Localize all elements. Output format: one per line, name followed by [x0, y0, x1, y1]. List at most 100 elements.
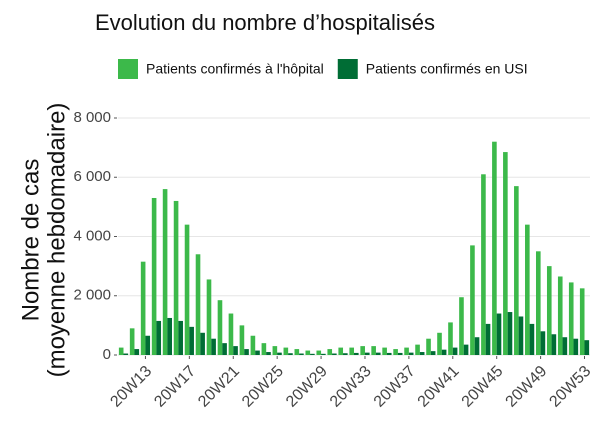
bar	[167, 317, 173, 355]
legend-item: Patients confirmés en USI	[337, 59, 528, 79]
bar	[294, 349, 300, 355]
bar	[239, 325, 245, 355]
bar	[470, 245, 475, 355]
bar	[233, 346, 238, 355]
bar	[535, 251, 541, 355]
bar	[195, 254, 201, 355]
bar	[393, 349, 398, 355]
bar	[211, 338, 216, 355]
bar	[573, 338, 579, 355]
bar	[145, 335, 151, 355]
bar	[459, 297, 464, 355]
bar	[584, 340, 590, 355]
bar	[437, 332, 442, 355]
bar	[397, 352, 403, 355]
bar	[261, 343, 267, 355]
bar	[546, 266, 552, 355]
bar	[386, 352, 392, 355]
bar	[371, 346, 376, 355]
bar	[156, 320, 162, 355]
y-tick-label: 2 000	[73, 287, 111, 304]
x-tick-label: 20W37	[371, 363, 419, 411]
y-tick-label: 4 000	[73, 227, 111, 244]
bar	[343, 353, 348, 355]
bar	[228, 313, 234, 355]
bar	[492, 141, 497, 355]
legend-item: Patients confirmés à l'hôpital	[118, 59, 324, 79]
bar	[529, 323, 535, 355]
bar	[283, 347, 289, 355]
chart-title: Evolution du nombre d’hospitalisés	[95, 10, 435, 35]
bar	[266, 352, 271, 355]
bar	[481, 174, 486, 355]
bar	[408, 352, 414, 355]
bar	[441, 349, 447, 355]
bar	[255, 350, 260, 355]
y-tick-label: 0	[103, 346, 111, 363]
x-tick-label: 20W17	[151, 363, 199, 411]
bar	[404, 347, 409, 355]
bar	[514, 186, 519, 355]
bar	[288, 353, 293, 355]
legend-label: Patients confirmés à l'hôpital	[146, 61, 324, 77]
y-label-line: Nombre de cas	[17, 159, 44, 322]
bar	[321, 353, 326, 355]
bar	[551, 334, 557, 355]
x-tick-label: 20W13	[107, 363, 155, 411]
bar	[299, 353, 304, 355]
bar	[579, 288, 585, 355]
bar	[118, 347, 124, 355]
bar	[332, 353, 337, 355]
bar	[151, 197, 157, 355]
bar	[448, 322, 453, 355]
bar	[162, 189, 168, 355]
bar	[349, 347, 354, 355]
bar	[173, 200, 179, 355]
bar	[184, 224, 190, 355]
bar	[129, 328, 135, 355]
y-axis-title: Nombre de cas (moyenne hebdomadaire)	[17, 103, 70, 378]
bar	[496, 313, 502, 355]
bar	[338, 347, 344, 355]
bar	[277, 352, 282, 355]
bar	[375, 352, 381, 355]
bar	[200, 332, 205, 355]
bar	[382, 347, 387, 355]
bar	[463, 344, 469, 355]
bar	[360, 346, 365, 355]
bar	[364, 352, 370, 355]
bar	[206, 279, 212, 355]
bar	[503, 152, 508, 355]
x-tick-label: 20W45	[459, 363, 507, 411]
bar	[415, 344, 420, 355]
bar	[562, 337, 568, 355]
bar	[222, 343, 227, 355]
bar	[217, 300, 223, 355]
bar	[525, 224, 530, 355]
bar	[354, 352, 359, 355]
bar	[557, 276, 563, 355]
x-tick-label: 20W25	[239, 363, 287, 411]
x-tick-label: 20W41	[415, 363, 463, 411]
bar	[140, 261, 146, 355]
x-tick-label: 20W33	[327, 363, 375, 411]
bar	[507, 312, 513, 355]
bar	[134, 349, 140, 355]
y-tick-label: 8 000	[73, 109, 111, 126]
bar	[310, 353, 315, 355]
bar	[244, 349, 249, 355]
x-tick-label: 20W29	[283, 363, 331, 411]
legend-label: Patients confirmés en USI	[366, 61, 528, 77]
bar	[178, 320, 183, 355]
bar	[474, 337, 480, 355]
bar	[305, 350, 311, 355]
bar	[452, 347, 458, 355]
bar	[316, 350, 322, 355]
y-label-line: (moyenne hebdomadaire)	[43, 103, 70, 378]
bar	[540, 331, 546, 355]
bar	[485, 323, 491, 355]
bar	[250, 335, 256, 355]
legend-swatch	[118, 59, 138, 79]
bar	[272, 346, 278, 355]
